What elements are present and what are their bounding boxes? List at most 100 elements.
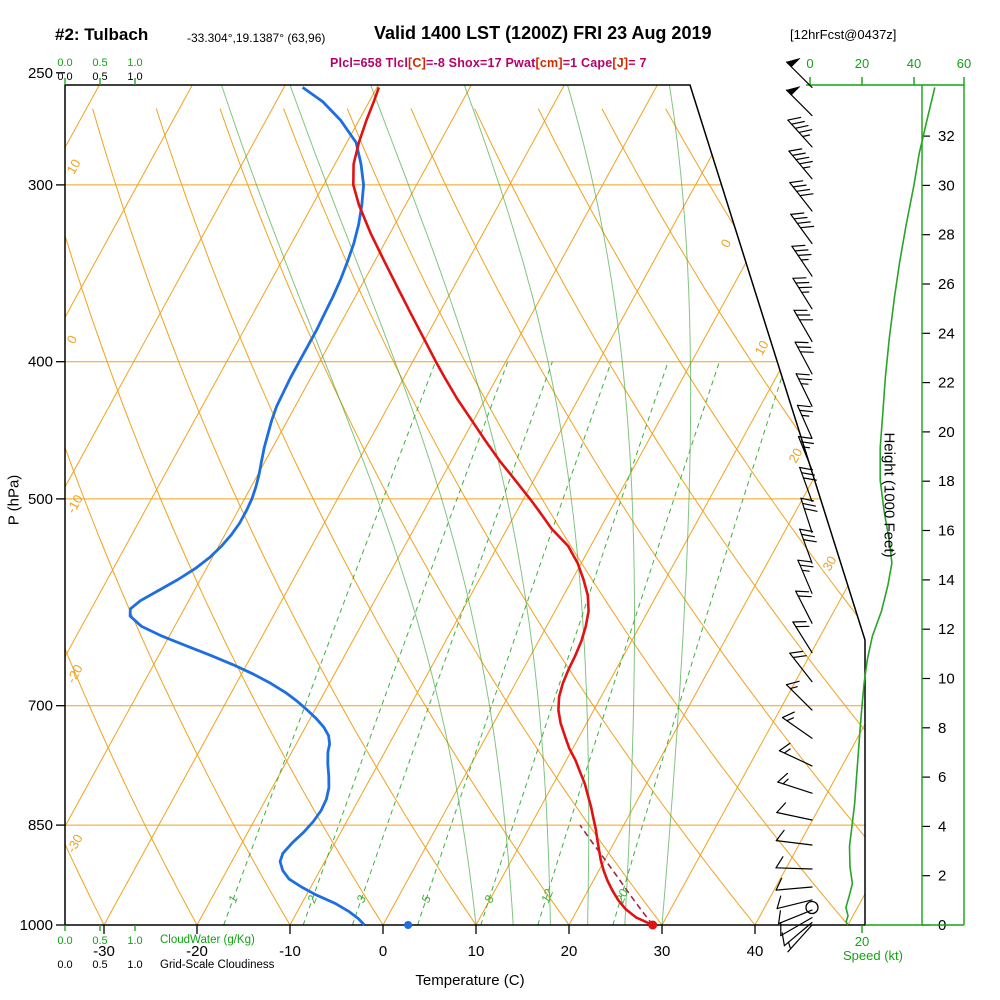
- cloudwater-tick-top: 1.0: [127, 57, 142, 69]
- mixing-ratio-label: 3: [354, 893, 370, 905]
- isotherm-label-right: 30: [819, 553, 839, 573]
- wind-barb: [776, 895, 813, 910]
- mixing-ratio-label: 20: [613, 887, 631, 906]
- forecast-tag: [12hrFcst@0437z]: [790, 27, 897, 42]
- mixing-ratio-label: 12: [538, 887, 556, 905]
- cloudwater-tick-top: 0.0: [57, 57, 72, 69]
- mixing-ratio-label: 1: [225, 893, 240, 904]
- speed-tick-label-top: 60: [957, 56, 971, 71]
- cloudwater-tick-top: 0.5: [92, 57, 107, 69]
- isotherm-label-right: 10: [752, 338, 772, 358]
- temperature-curve: [352, 86, 654, 927]
- cloudwater-tick-bottom: 1.0: [127, 935, 142, 947]
- wind-barb: [780, 916, 813, 937]
- param-segment: Tlcl: [385, 56, 409, 70]
- param-segment: = 7: [628, 56, 647, 70]
- isotherm-label-right: 20: [785, 446, 805, 466]
- isotherm-label-left: -20: [64, 662, 86, 686]
- pressure-axis-label: P (hPa): [5, 474, 23, 526]
- isotherm-label-right: 0: [718, 236, 735, 250]
- valid-time: Valid 1400 LST (1200Z) FRI 23 Aug 2019: [374, 23, 712, 43]
- temperature-tick-label: 20: [561, 943, 578, 960]
- height-tick-label: 32: [938, 128, 955, 145]
- height-tick-label: 10: [938, 671, 955, 688]
- isotherm-label-left: 10: [64, 157, 84, 177]
- speed-axis-label: Speed (kt): [843, 948, 903, 963]
- param-segment: Pwat: [505, 56, 536, 70]
- wind-barb: [789, 180, 814, 212]
- pressure-tick-label: 700: [28, 698, 53, 715]
- wind-barb: [775, 877, 813, 891]
- isotherm-label-left: -30: [64, 832, 86, 856]
- wind-barb: [791, 244, 813, 277]
- param-segment: [C]: [408, 56, 426, 70]
- pressure-tick-label: 1000: [20, 917, 53, 934]
- wind-barbs: [775, 57, 818, 953]
- wind-barb: [777, 909, 813, 925]
- speed-curve: [845, 87, 936, 926]
- surface-temp-dot: [648, 920, 658, 930]
- param-segment: Plcl=658: [330, 56, 386, 70]
- green-axes: [64, 77, 965, 933]
- height-tick-label: 2: [938, 868, 946, 885]
- wind-barb: [799, 466, 817, 502]
- temperature-tick-label: 40: [747, 943, 764, 960]
- cloudwater-axis-label: CloudWater (g/Kg): [160, 934, 255, 946]
- param-segment: Cape: [581, 56, 613, 70]
- cloudwater-tick-bottom: 0.5: [92, 935, 107, 947]
- height-tick-label: 6: [938, 769, 946, 786]
- wind-barb: [785, 680, 813, 711]
- pressure-tick-label: 300: [28, 177, 53, 194]
- temperature-tick-label: -10: [279, 943, 301, 960]
- cloudiness-tick-top: 0.0: [57, 71, 72, 83]
- wind-barb: [795, 373, 813, 407]
- wind-barb: [797, 436, 815, 471]
- wind-barb: [788, 148, 813, 180]
- speed-tick-label-top: 40: [907, 56, 921, 71]
- cloudiness-tick-top: 1.0: [127, 71, 142, 83]
- height-tick-label: 24: [938, 325, 955, 342]
- pressure-tick-label: 500: [28, 491, 53, 508]
- wind-barb: [797, 559, 814, 594]
- wind-barb: [777, 772, 813, 794]
- pressure-tick-label: 850: [28, 817, 53, 834]
- temperature-tick-label: 0: [379, 943, 387, 960]
- height-tick-label: 30: [938, 177, 955, 194]
- plot-border: [64, 84, 866, 926]
- wind-barb: [790, 212, 815, 245]
- param-segment: =-8: [425, 56, 449, 70]
- pressure-tick-label: 250: [28, 65, 53, 82]
- mixing-ratio-lines: [223, 361, 788, 925]
- height-tick-label: 4: [938, 818, 946, 835]
- wind-barb: [775, 829, 813, 846]
- wind-barb: [785, 86, 813, 117]
- param-segment: [cm]: [535, 56, 563, 70]
- speed-tick-label-bottom: 20: [855, 934, 869, 949]
- height-tick-label: 26: [938, 276, 955, 293]
- wind-barb: [781, 711, 813, 739]
- isotherm-label-left: 0: [64, 333, 81, 347]
- cloudiness-tick-bottom: 1.0: [127, 959, 142, 971]
- height-tick-label: 16: [938, 523, 955, 540]
- station-title: #2: Tulbach: [55, 25, 149, 44]
- param-segment: =1: [562, 56, 582, 70]
- wind-barb: [778, 742, 813, 767]
- dewpoint-curve: [128, 86, 366, 926]
- mixing-ratio-label: 8: [481, 893, 497, 905]
- wind-barb: [794, 341, 814, 375]
- wind-barb: [799, 528, 817, 564]
- param-segment: Shox=17: [448, 56, 506, 70]
- wind-barb: [796, 404, 814, 439]
- height-tick-label: 20: [938, 424, 955, 441]
- cloudiness-tick-top: 0.5: [92, 71, 107, 83]
- sounding-parameters: Plcl=658 Tlcl[C]=-8 Shox=17 Pwat[cm]=1 C…: [330, 56, 647, 70]
- temperature-tick-label: 10: [468, 943, 485, 960]
- height-tick-label: 8: [938, 720, 946, 737]
- wind-barb: [787, 116, 813, 148]
- param-segment: [J]: [612, 56, 629, 70]
- wind-barb: [781, 921, 813, 947]
- wind-barb: [792, 277, 813, 310]
